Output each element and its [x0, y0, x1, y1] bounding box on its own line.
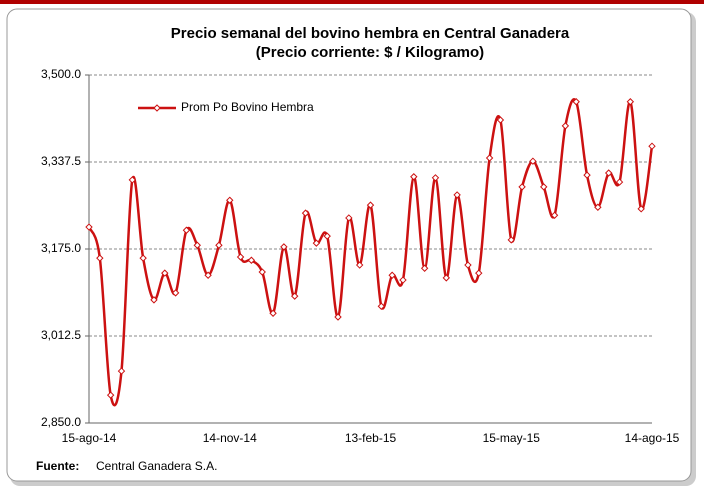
point: [550, 211, 559, 219]
point: [377, 302, 386, 310]
point: [215, 241, 223, 249]
point: [258, 268, 266, 276]
x-tick-label: 14-nov-14: [203, 431, 257, 445]
chart-title: Precio semanal del bovino hembra en Cent…: [171, 25, 570, 42]
point: [204, 271, 212, 279]
point: [637, 205, 645, 213]
point: [431, 174, 440, 182]
point: [323, 232, 331, 240]
point: [334, 313, 342, 321]
point: [193, 241, 201, 249]
point: [648, 142, 656, 150]
point: [453, 191, 461, 199]
point: [96, 254, 104, 262]
point: [247, 256, 256, 264]
point: [150, 296, 158, 304]
point: [561, 122, 570, 130]
point: [85, 223, 93, 231]
point: [475, 269, 483, 277]
x-tick-label: 15-ago-14: [62, 431, 117, 445]
point: [410, 173, 418, 181]
point: [615, 178, 624, 186]
point: [626, 98, 635, 106]
point: [269, 309, 277, 317]
point: [182, 226, 191, 234]
x-tick-label: 14-ago-15: [625, 431, 680, 445]
y-tick-label: 3,500.0: [41, 67, 81, 81]
point: [106, 391, 115, 399]
legend-marker: [153, 104, 161, 112]
point: [594, 203, 602, 211]
top-strip: [0, 0, 704, 4]
point: [540, 183, 548, 191]
point: [604, 169, 613, 177]
x-tick-label: 13-feb-15: [345, 431, 397, 445]
y-tick-label: 2,850.0: [41, 415, 81, 429]
point: [236, 253, 245, 261]
point: [291, 292, 299, 300]
frame: [6, 8, 692, 482]
point: [171, 289, 180, 297]
point: [355, 261, 364, 269]
source-text: Central Ganadera S.A.: [96, 459, 217, 473]
point: [345, 214, 353, 222]
point: [226, 196, 234, 204]
point: [117, 367, 126, 375]
source-label: Fuente:: [36, 459, 79, 473]
point: [464, 261, 472, 269]
point: [442, 274, 450, 282]
legend-label: Prom Po Bovino Hembra: [181, 100, 314, 114]
point: [529, 157, 537, 165]
point: [420, 264, 429, 272]
chart-subtitle: (Precio corriente: $ / Kilogramo): [256, 44, 484, 61]
point: [161, 269, 169, 277]
point: [139, 254, 147, 262]
point: [496, 116, 505, 124]
y-tick-label: 3,175.0: [41, 241, 81, 255]
point: [312, 239, 321, 247]
point: [399, 276, 407, 284]
point: [507, 236, 515, 244]
point: [583, 171, 591, 179]
point: [485, 154, 494, 162]
point: [572, 98, 580, 106]
point: [301, 209, 310, 217]
point: [280, 243, 288, 251]
x-tick-label: 15-may-15: [483, 431, 541, 445]
point: [128, 176, 137, 184]
point: [366, 201, 375, 209]
y-tick-label: 3,337.5: [41, 154, 81, 168]
point: [518, 183, 526, 191]
y-tick-label: 3,012.5: [41, 328, 81, 342]
line: [87, 98, 654, 407]
point: [388, 271, 396, 279]
